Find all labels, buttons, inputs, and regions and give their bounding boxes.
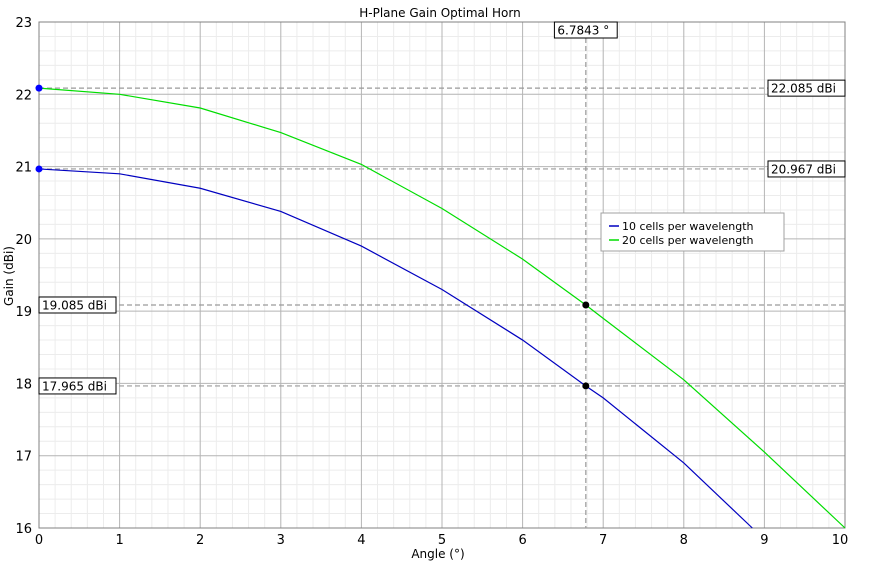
y-tick-label: 19: [15, 305, 32, 320]
marker-point: [582, 382, 590, 390]
y-tick-label: 16: [15, 522, 32, 537]
series-line-1: [38, 168, 753, 529]
y-tick-label: 20: [15, 233, 32, 248]
legend-label: 20 cells per wavelength: [622, 234, 754, 247]
y-marker-label: 19.085 dBi: [38, 296, 117, 314]
x-tick-label: 7: [599, 533, 607, 548]
y-marker-label: 22.085 dBi: [767, 79, 846, 97]
x-tick-label: 9: [760, 533, 768, 548]
x-tick-label: 6: [518, 533, 526, 548]
legend-label: 10 cells per wavelength: [622, 220, 754, 233]
x-tick-label: 5: [438, 533, 446, 548]
y-tick-label: 18: [15, 377, 32, 392]
y-marker-label-text: 17.965 dBi: [42, 379, 107, 393]
y-tick-label: 22: [15, 88, 32, 103]
y-marker-label-text: 22.085 dBi: [771, 82, 836, 96]
y-marker-label-text: 20.967 dBi: [771, 162, 836, 176]
marker-point: [35, 84, 43, 92]
chart-title: H-Plane Gain Optimal Horn: [359, 6, 520, 20]
y-marker-label-box: [767, 160, 846, 178]
y-marker-label-box: [767, 79, 846, 97]
y-tick-label: 17: [15, 450, 32, 465]
x-tick-label: 8: [680, 533, 688, 548]
y-marker-label: 17.965 dBi: [38, 377, 117, 395]
legend-box: [600, 212, 785, 252]
y-marker-label: 20.967 dBi: [767, 160, 846, 178]
grid-layer: [38, 21, 846, 529]
series-line-2: [38, 87, 846, 529]
x-marker-label-text: 6.7843 °: [557, 24, 609, 38]
x-tick-label: 4: [357, 533, 365, 548]
y-tick-label: 21: [15, 161, 32, 176]
y-axis-label: Gain (dBi): [2, 246, 16, 306]
marker-point: [35, 165, 43, 173]
x-tick-label: 2: [196, 533, 204, 548]
y-marker-label-box: [38, 377, 117, 395]
x-tick-label: 0: [35, 533, 43, 548]
x-axis-label: Angle (°): [411, 547, 464, 561]
y-tick-label: 23: [15, 16, 32, 31]
plot-frame: [38, 21, 846, 529]
y-marker-label-text: 19.085 dBi: [42, 298, 107, 312]
y-marker-label-box: [38, 296, 117, 314]
x-marker-label-box: [553, 21, 618, 39]
x-tick-label: 3: [277, 533, 285, 548]
x-tick-label: 1: [115, 533, 123, 548]
x-tick-label: 10: [832, 533, 849, 548]
x-marker-label: 6.7843 °: [553, 21, 618, 39]
marker-point: [582, 301, 590, 309]
